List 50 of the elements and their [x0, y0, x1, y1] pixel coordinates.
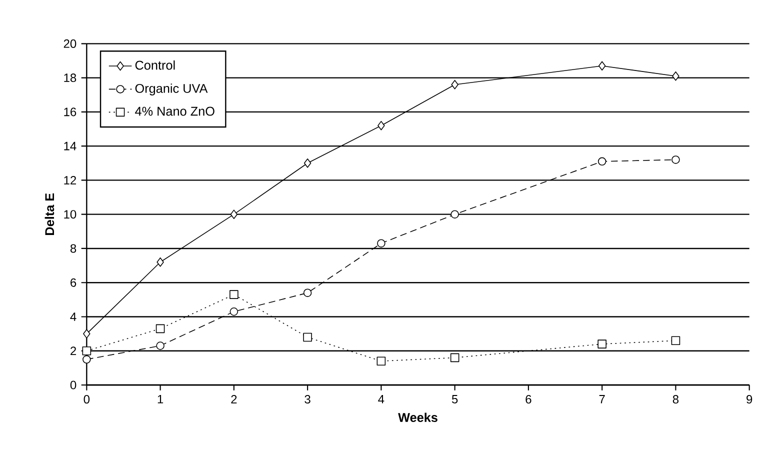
y-tick-label: 2 — [70, 346, 76, 356]
x-tick-label: 2 — [231, 395, 237, 404]
point — [156, 324, 165, 334]
y-tick-label: 8 — [70, 244, 76, 253]
point — [304, 158, 312, 168]
x-tick-label: 9 — [746, 395, 752, 404]
point — [598, 340, 606, 348]
point — [230, 307, 238, 316]
legend-label: Organic UVA — [135, 84, 208, 96]
x-tick-label: 4 — [378, 395, 384, 404]
y-tick-label: 0 — [70, 380, 76, 390]
point — [82, 346, 92, 356]
legend-label: 4% Nano ZnO — [135, 106, 214, 116]
point — [450, 353, 460, 362]
point — [598, 157, 606, 166]
point — [598, 61, 606, 71]
point — [377, 239, 386, 248]
point — [230, 290, 238, 299]
legend-label: Control — [135, 60, 175, 70]
y-tick-label: 4 — [70, 312, 76, 321]
point — [378, 120, 385, 130]
y-tick-label: 18 — [64, 74, 76, 82]
x-tick-label: 6 — [526, 395, 532, 404]
point — [303, 332, 312, 342]
y-tick-label: 16 — [64, 108, 76, 116]
x-tick-label: 5 — [452, 395, 458, 404]
point — [450, 210, 459, 218]
y-tick-label: 14 — [64, 142, 76, 150]
point — [156, 342, 164, 350]
y-tick-label: 12 — [64, 176, 76, 184]
point — [83, 329, 90, 338]
y-tick-label: 20 — [64, 39, 76, 48]
point — [451, 80, 458, 90]
point — [672, 71, 680, 81]
point — [156, 257, 164, 267]
x-tick-label: 7 — [599, 395, 605, 404]
point — [671, 336, 680, 346]
x-tick-label: 3 — [304, 395, 310, 404]
point — [230, 210, 238, 219]
x-tick-label: 0 — [84, 395, 90, 404]
point — [376, 356, 386, 366]
x-axis-title: Weeks — [398, 412, 438, 422]
y-tick-label: 10 — [64, 210, 76, 219]
x-tick-label: 8 — [672, 395, 679, 404]
point — [672, 156, 680, 164]
y-axis-title: Delta E — [44, 193, 54, 235]
y-tick-label: 6 — [70, 278, 76, 287]
x-tick-label: 1 — [158, 395, 164, 404]
point — [303, 288, 312, 297]
point — [82, 355, 91, 364]
